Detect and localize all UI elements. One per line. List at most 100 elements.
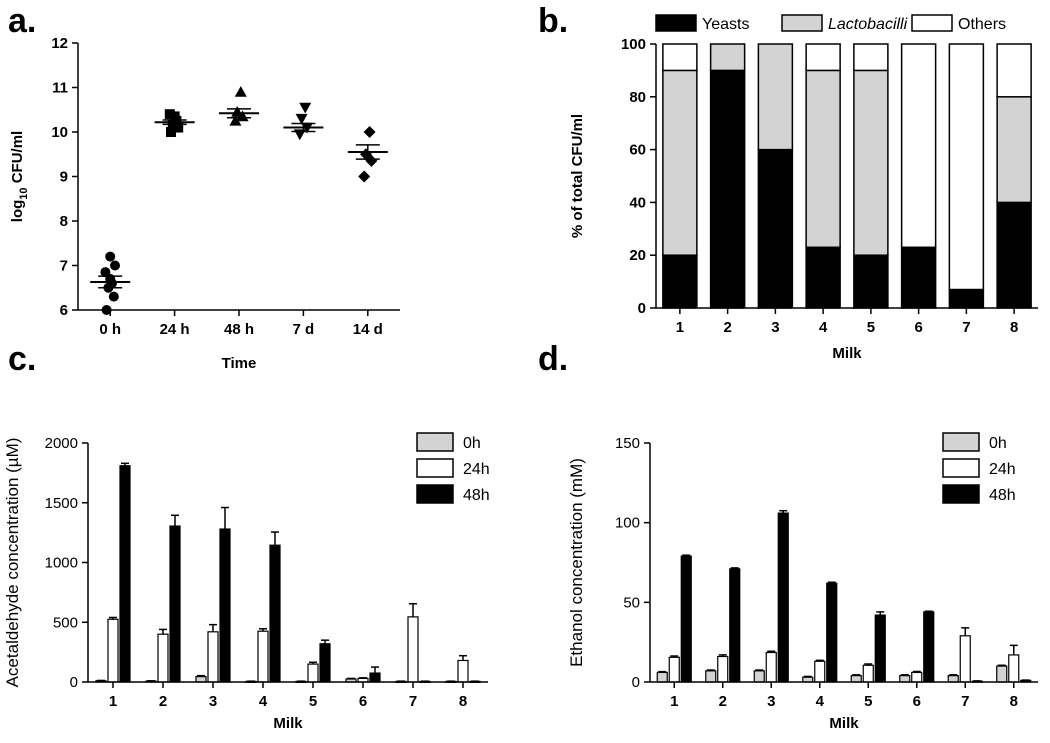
- x-tick-label: 3: [771, 319, 779, 336]
- x-tick-label: 8: [459, 693, 467, 710]
- legend-label: Yeasts: [702, 16, 749, 33]
- x-tick-label: 3: [209, 693, 217, 710]
- bar: [923, 611, 935, 683]
- data-point: [101, 305, 112, 315]
- stacked-bar-segment: [948, 43, 985, 291]
- bar: [680, 555, 692, 683]
- bar: [959, 635, 971, 683]
- x-tick-label: 6: [914, 319, 922, 336]
- y-axis-title-part: CFU/ml: [9, 131, 26, 188]
- stacked-bar-segment: [900, 246, 937, 309]
- x-tick-label: 1: [109, 693, 117, 710]
- x-tick-label: 5: [309, 693, 317, 710]
- x-tick-label: 14 d: [353, 321, 383, 338]
- y-axis-title: Acetaldehyde concentration (µM): [3, 438, 22, 688]
- x-tick-label: 8: [1010, 693, 1018, 710]
- y-tick-label: 1000: [45, 555, 78, 572]
- stacked-bar-segment: [996, 96, 1032, 204]
- bar: [269, 544, 281, 683]
- bar: [319, 643, 331, 683]
- bar: [457, 659, 469, 683]
- legend-label: Others: [958, 16, 1006, 33]
- x-tick-label: 7: [961, 693, 969, 710]
- panel-a: a. 6 7 8 9 10 11 12 0 h 24 h 48 h 7 d 14 d Time log10 …: [8, 2, 400, 372]
- bar: [753, 670, 765, 683]
- bar: [765, 651, 777, 683]
- legend-swatch: [416, 432, 454, 452]
- legend-swatch: [942, 484, 980, 504]
- data-point: [295, 113, 308, 125]
- y-tick-label: 40: [629, 194, 646, 211]
- y-tick-label: 2000: [45, 435, 78, 452]
- x-tick-label: 7 d: [293, 321, 315, 338]
- stacked-bar-segment: [805, 43, 841, 72]
- bar: [911, 671, 923, 683]
- y-axis-title: log10 CFU/ml: [9, 131, 30, 222]
- bar: [369, 672, 381, 683]
- data-point: [299, 102, 312, 114]
- x-tick-label: 8: [1010, 319, 1018, 336]
- y-axis-title: Ethanol concentration (mM): [567, 458, 586, 667]
- legend-label: 48h: [463, 487, 490, 504]
- y-tick-label: 60: [629, 142, 646, 159]
- legend-label: 0h: [463, 435, 481, 452]
- legend-label: 48h: [989, 487, 1016, 504]
- x-axis-title: Milk: [829, 715, 859, 732]
- bar: [195, 676, 207, 683]
- bar: [899, 675, 911, 683]
- y-tick-label: 500: [53, 614, 78, 631]
- stacked-bar-segment: [709, 43, 746, 72]
- bar: [814, 660, 826, 683]
- y-tick-label: 0: [632, 674, 640, 691]
- y-tick-label: 11: [52, 80, 68, 97]
- panel-d: d. 0 50 100 150 1 2 3 4 5 6 7 8 Milk Ethanol concentra…: [538, 340, 1038, 732]
- stacked-bar-segment: [853, 43, 889, 72]
- stacked-bar-segment: [757, 148, 794, 309]
- panel-c: c. 0 500 1000 1500 2000 1 2 3 4 5 6 7 8 Milk Acetaldehy…: [3, 340, 490, 732]
- y-tick-label: 0: [638, 300, 646, 317]
- stacked-bar-segment: [900, 43, 937, 249]
- bar: [107, 618, 119, 683]
- data-point: [231, 105, 244, 117]
- y-axis-title-subscript: 10: [18, 187, 30, 199]
- stacked-bar-segment: [948, 288, 985, 309]
- legend-swatch: [781, 14, 823, 32]
- bar: [307, 663, 319, 683]
- bar: [207, 631, 219, 683]
- x-tick-label: 4: [816, 693, 825, 710]
- y-tick-label: 6: [60, 302, 68, 319]
- bar: [656, 671, 668, 683]
- y-tick-label: 50: [623, 594, 640, 611]
- data-point: [105, 251, 116, 262]
- panel-b: b. 0 20 40 60 80 100 1 2 3 4 5 6 7 8 Milk % of total CFU…: [538, 2, 1038, 362]
- x-tick-label: 0 h: [99, 321, 121, 338]
- stacked-bar-segment: [662, 69, 698, 256]
- data-point: [110, 260, 120, 271]
- x-tick-label: 2: [719, 693, 727, 710]
- stacked-bar-segment: [709, 69, 746, 309]
- legend-label: 24h: [463, 461, 490, 478]
- data-point: [100, 267, 111, 278]
- bar: [1008, 654, 1020, 683]
- y-tick-label: 0: [70, 674, 78, 691]
- data-point: [229, 114, 242, 126]
- panel-label-b: b.: [538, 2, 568, 40]
- y-tick-label: 7: [60, 258, 68, 275]
- bar: [169, 525, 181, 683]
- stacked-bar-segment: [805, 69, 841, 249]
- data-point: [173, 122, 184, 133]
- stacked-bar-segment: [853, 69, 889, 256]
- stacked-bar-segment: [996, 43, 1032, 98]
- x-tick-label: 3: [767, 693, 775, 710]
- x-tick-label: 6: [359, 693, 367, 710]
- legend-label: 0h: [989, 435, 1007, 452]
- y-axis-title-part: log: [9, 200, 26, 223]
- bar: [777, 512, 789, 683]
- panel-label-c: c.: [8, 340, 36, 378]
- legend-label: Lactobacilli: [828, 16, 908, 33]
- bar: [729, 568, 741, 683]
- data-point: [363, 126, 376, 138]
- data-point: [358, 170, 371, 183]
- y-axis-title: % of total CFU/ml: [569, 114, 586, 238]
